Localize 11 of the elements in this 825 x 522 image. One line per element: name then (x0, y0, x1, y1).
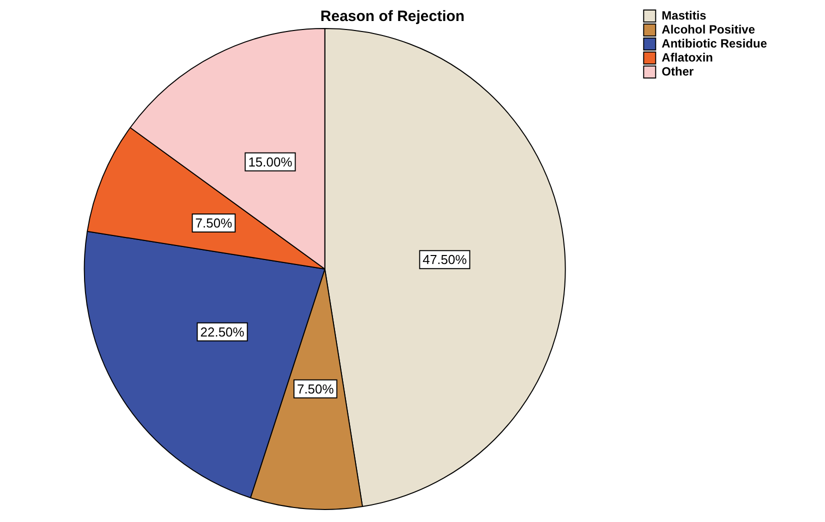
legend-label: Mastitis (662, 8, 707, 22)
data-label: 15.00% (248, 154, 293, 170)
legend-label: Antibiotic Residue (662, 36, 768, 50)
legend-label: Other (662, 64, 694, 78)
chart-title: Reason of Rejection (320, 8, 465, 26)
data-label: 47.50% (422, 252, 468, 268)
legend-label: Aflatoxin (662, 50, 714, 64)
data-label: 22.50% (200, 324, 245, 340)
data-label: 7.50% (195, 216, 233, 231)
data-label: 7.50% (296, 381, 334, 396)
legend-label: Alcohol Positive (662, 22, 756, 36)
